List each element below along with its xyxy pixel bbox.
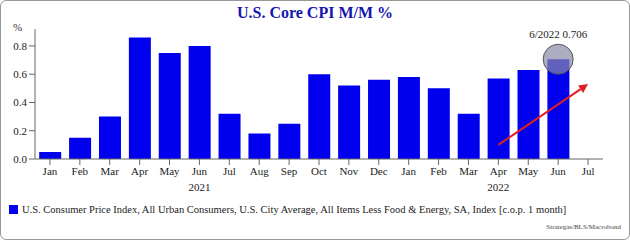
svg-text:0.6: 0.6 [13,68,27,80]
svg-text:Mar: Mar [101,165,120,177]
svg-text:May: May [159,165,180,177]
svg-text:0.0: 0.0 [13,153,27,165]
svg-text:Oct: Oct [311,165,327,177]
html-text:Strategas/BLS/Macrobond: Strategas/BLS/Macrobond [546,223,621,231]
html-text:U.S. Core CPI M/M %: U.S. Core CPI M/M % [236,4,394,21]
svg-text:2022: 2022 [487,181,509,191]
svg-text:Feb: Feb [430,165,447,177]
svg-text:Jun: Jun [192,165,208,177]
svg-text:Dec: Dec [370,165,388,177]
html-text:U.S. Consumer Price Index, All: U.S. Consumer Price Index, All Urban Con… [22,204,567,215]
svg-text:0.8: 0.8 [13,40,27,52]
svg-text:Jun: Jun [551,165,567,177]
svg-text:Jan: Jan [43,165,58,177]
svg-text:0.4: 0.4 [13,96,27,108]
svg-text:Apr: Apr [131,165,148,177]
svg-text:Feb: Feb [72,165,89,177]
svg-text:Jul: Jul [582,165,595,177]
svg-text:Nov: Nov [339,165,358,177]
svg-text:2021: 2021 [188,181,210,191]
svg-text:Mar: Mar [459,165,478,177]
svg-text:Aug: Aug [250,165,269,177]
svg-text:Jul: Jul [223,165,236,177]
svg-text:Jan: Jan [401,165,416,177]
svg-text:Apr: Apr [490,165,507,177]
svg-text:6/2022 0.706: 6/2022 0.706 [529,28,588,40]
svg-text:Sep: Sep [281,165,298,177]
svg-text:0.2: 0.2 [13,125,27,137]
svg-text:May: May [518,165,539,177]
